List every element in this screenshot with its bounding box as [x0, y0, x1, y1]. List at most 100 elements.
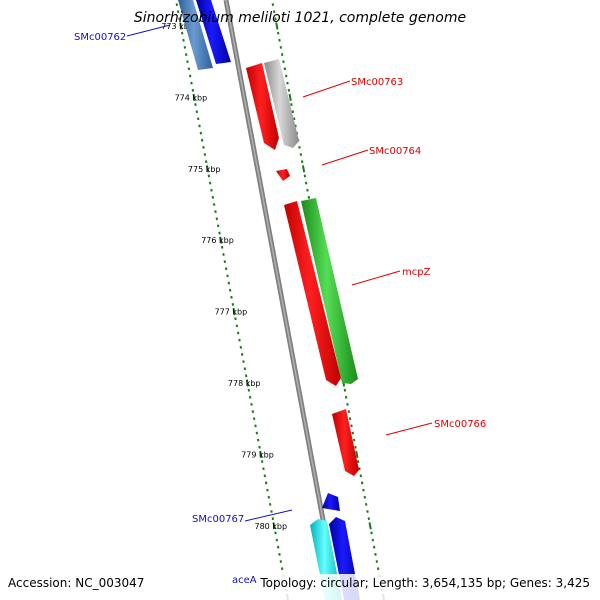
- gene-smc00765-feature[interactable]: [284, 201, 341, 386]
- accession-text: Accession: NC_003047: [8, 576, 144, 590]
- inner-minor-tick: [252, 417, 256, 421]
- outer-minor-tick: [279, 45, 283, 49]
- gene-smc00762-feature-2[interactable]: [196, 0, 231, 64]
- inner-minor-tick: [223, 260, 227, 264]
- gene-label-smc00764[interactable]: SMc00764: [369, 146, 421, 157]
- genome-backbone-highlight: [225, 0, 339, 600]
- gene-smc00763-feature-2[interactable]: [264, 59, 299, 148]
- leader-mcpz: [351, 270, 401, 286]
- outer-minor-tick: [344, 395, 348, 399]
- genome-summary-text: Topology: circular; Length: 3,654,135 bp…: [259, 576, 590, 590]
- inner-minor-tick: [211, 195, 215, 199]
- outer-minor-tick: [304, 181, 308, 185]
- leader-smc00766: [385, 422, 433, 436]
- inner-minor-tick: [255, 431, 259, 435]
- inner-minor-tick: [244, 374, 248, 378]
- inner-minor-tick: [195, 110, 199, 114]
- inner-major-tick: [219, 236, 223, 244]
- inner-ring-band: [145, 0, 331, 600]
- inner-minor-tick: [231, 303, 235, 306]
- outer-minor-tick: [287, 88, 291, 92]
- leader-smc00763: [302, 80, 351, 98]
- inner-major-tick: [205, 165, 210, 173]
- ruler-label-6: 779 kbp: [241, 450, 274, 459]
- gene-smc00763-feature-1[interactable]: [246, 63, 279, 150]
- gene-smc00767-feature[interactable]: [322, 493, 340, 511]
- gene-label-smc00766[interactable]: SMc00766: [434, 419, 486, 430]
- outer-minor-tick: [372, 545, 376, 549]
- inner-minor-tick: [235, 324, 239, 328]
- leader-smc00762: [126, 24, 171, 37]
- outer-minor-tick: [291, 110, 295, 114]
- inner-minor-tick: [276, 545, 280, 549]
- outer-minor-tick: [303, 174, 307, 178]
- inner-major-tick: [232, 308, 236, 316]
- inner-minor-tick: [191, 88, 195, 92]
- gene-mcpz-feature[interactable]: [301, 198, 358, 384]
- inner-minor-tick: [183, 45, 187, 49]
- ruler-label-0: 773 kbp: [161, 22, 194, 31]
- inner-minor-tick: [207, 174, 211, 178]
- leader-smc00767: [244, 509, 293, 522]
- outer-major-tick: [355, 450, 359, 458]
- outer-minor-tick: [352, 438, 356, 442]
- outer-minor-tick: [343, 388, 347, 392]
- outer-minor-tick: [360, 481, 364, 485]
- inner-minor-tick: [203, 153, 207, 156]
- inner-minor-tick: [187, 67, 191, 71]
- inner-minor-tick: [204, 160, 208, 164]
- outer-minor-tick: [307, 195, 311, 199]
- inner-minor-tick: [264, 481, 268, 485]
- inner-minor-tick: [236, 331, 240, 335]
- outer-minor-tick: [376, 567, 380, 571]
- inner-minor-tick: [247, 388, 251, 392]
- gene-smc00766-feature[interactable]: [332, 409, 359, 476]
- inner-minor-tick: [175, 3, 179, 7]
- gene-smc00762-feature-1[interactable]: [178, 0, 213, 70]
- gene-label-smc00763[interactable]: SMc00763: [351, 77, 403, 88]
- footer-backdrop: [0, 574, 600, 600]
- gene-label-smc00762[interactable]: SMc00762: [74, 32, 126, 43]
- inner-minor-tick: [228, 288, 232, 292]
- inner-minor-tick: [280, 567, 284, 571]
- outer-minor-tick: [347, 410, 351, 413]
- inner-minor-tick: [224, 267, 228, 271]
- outer-minor-tick: [348, 417, 352, 421]
- inner-minor-tick: [251, 410, 255, 413]
- outer-minor-tick: [364, 502, 368, 506]
- leader-smc00764: [321, 149, 369, 166]
- inner-major-tick: [272, 522, 276, 530]
- inner-minor-tick: [240, 353, 244, 356]
- outer-major-tick: [368, 522, 372, 530]
- inner-major-tick: [259, 450, 263, 458]
- map-title: Sinorhizobium meliloti 1021, complete ge…: [134, 10, 466, 26]
- outer-major-tick: [301, 165, 306, 173]
- inner-minor-tick: [216, 224, 220, 228]
- inner-minor-tick: [260, 460, 264, 463]
- ruler-label-4: 777 kbp: [215, 308, 248, 317]
- inner-major-tick: [245, 379, 250, 387]
- inner-minor-tick: [268, 502, 272, 506]
- outer-minor-tick: [351, 431, 355, 435]
- ruler-label-3: 776 kbp: [201, 236, 234, 245]
- gene-label-mcpz[interactable]: mcpZ: [402, 267, 431, 278]
- inner-major-tick: [179, 22, 183, 30]
- inner-minor-tick: [215, 217, 219, 221]
- gene-label-smc00767[interactable]: SMc00767: [192, 514, 244, 525]
- ruler-label-5: 778 kbp: [228, 379, 261, 388]
- inner-minor-tick: [220, 245, 224, 249]
- outer-minor-tick: [271, 3, 275, 7]
- inner-minor-tick: [256, 438, 260, 442]
- inner-minor-tick: [239, 345, 243, 349]
- ruler-label-1: 774 kbp: [175, 93, 208, 102]
- gene-label-acea[interactable]: aceA: [232, 575, 257, 586]
- outer-minor-tick: [300, 160, 304, 164]
- ruler-label-2: 775 kbp: [188, 165, 221, 174]
- inner-minor-tick: [212, 203, 216, 206]
- inner-minor-tick: [243, 367, 247, 371]
- outer-minor-tick: [283, 67, 287, 71]
- outer-minor-tick: [299, 153, 303, 156]
- inner-minor-tick: [227, 281, 231, 285]
- gene-smc00764-feature[interactable]: [276, 169, 290, 181]
